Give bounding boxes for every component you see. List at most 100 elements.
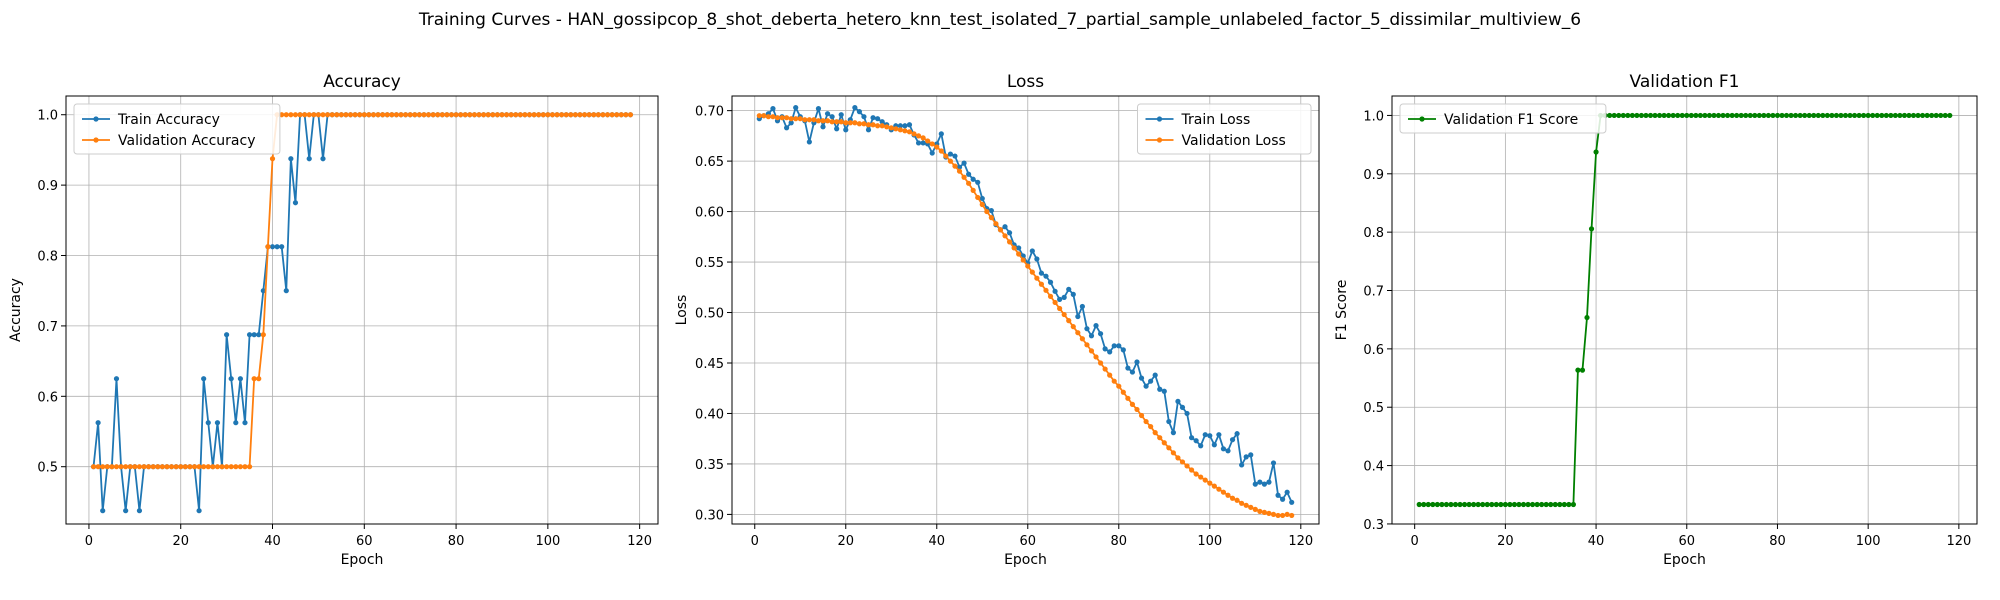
data-point: [1738, 112, 1744, 119]
data-point: [425, 112, 432, 118]
data-point: [338, 112, 344, 118]
x-tick-label: 60: [1020, 534, 1037, 549]
y-tick-label: 0.4: [1363, 460, 1384, 475]
data-point: [1457, 501, 1463, 508]
data-point: [1924, 112, 1930, 119]
data-point: [1102, 366, 1108, 372]
data-point: [879, 119, 885, 125]
x-axis-label: Epoch: [341, 552, 384, 568]
data-point: [829, 119, 835, 125]
data-point: [824, 118, 831, 124]
data-point: [906, 122, 913, 128]
x-tick-label: 0: [751, 534, 759, 549]
data-point: [302, 112, 308, 118]
data-point: [251, 376, 257, 382]
data-point: [540, 112, 546, 118]
data-point: [952, 163, 958, 169]
data-point: [1833, 112, 1840, 119]
data-point: [329, 112, 335, 118]
data-point: [1120, 347, 1126, 353]
data-point: [1075, 313, 1081, 320]
data-point: [1193, 471, 1199, 477]
data-point: [1211, 442, 1217, 448]
x-tick-label: 120: [627, 534, 652, 549]
data-point: [1257, 479, 1263, 485]
data-point: [279, 244, 285, 250]
data-point: [1075, 330, 1081, 336]
legend-item: Train Loss: [1145, 112, 1251, 128]
data-point: [1052, 288, 1058, 294]
legend-swatch-marker: [1156, 137, 1163, 143]
data-point: [109, 464, 115, 470]
y-tick-label: 0.30: [695, 508, 724, 523]
data-point: [961, 160, 967, 166]
data-point: [947, 158, 954, 164]
data-point: [288, 156, 294, 162]
data-point: [196, 508, 202, 514]
data-point: [627, 112, 634, 118]
data-point: [1079, 303, 1085, 310]
legend-label: Train Loss: [1181, 112, 1251, 128]
data-point: [1770, 112, 1776, 119]
data-point: [1947, 112, 1953, 119]
x-tick-label: 0: [85, 534, 93, 549]
data-point: [1006, 230, 1013, 236]
data-point: [1734, 112, 1740, 119]
data-point: [1647, 112, 1654, 119]
data-point: [1025, 263, 1031, 269]
data-point: [1561, 501, 1567, 508]
data-point: [1234, 497, 1240, 503]
data-point: [481, 112, 487, 118]
data-point: [875, 116, 881, 122]
data-point: [1170, 430, 1176, 436]
data-point: [1520, 501, 1527, 508]
data-point: [1774, 112, 1781, 119]
data-point: [168, 464, 175, 470]
data-point: [834, 119, 840, 125]
legend-label: Validation Loss: [1182, 133, 1286, 149]
data-point: [283, 112, 289, 118]
data-point: [136, 464, 143, 470]
legend: Train Accuracy Validation Accuracy: [73, 103, 281, 155]
data-point: [1529, 501, 1536, 508]
data-point: [155, 464, 161, 470]
data-point: [1643, 112, 1649, 119]
data-point: [1047, 279, 1054, 285]
data-point: [1207, 480, 1213, 486]
data-point: [256, 332, 262, 338]
data-point: [237, 376, 243, 382]
figure-title: Training Curves - HAN_gossipcop_8_shot_d…: [418, 10, 1581, 30]
data-point: [774, 115, 781, 121]
data-point: [123, 508, 129, 514]
data-point: [811, 117, 817, 123]
data-point: [1157, 386, 1163, 392]
data-point: [173, 464, 179, 470]
data-point: [1625, 112, 1631, 119]
data-point: [1919, 112, 1926, 119]
data-point: [1720, 112, 1726, 119]
data-point: [146, 464, 152, 470]
data-point: [1616, 112, 1622, 119]
data-point: [1084, 326, 1090, 332]
data-point: [1724, 112, 1731, 119]
data-point: [1225, 492, 1231, 498]
data-point: [975, 194, 981, 201]
x-tick-label: 80: [1111, 534, 1128, 549]
data-point: [430, 112, 436, 118]
data-point: [1143, 383, 1149, 389]
data-point: [237, 464, 243, 470]
data-point: [1838, 112, 1844, 119]
data-point: [1057, 305, 1063, 312]
data-point: [915, 140, 922, 146]
data-point: [398, 112, 404, 118]
data-point: [1129, 369, 1136, 375]
series-validation-f1-score: [1416, 112, 1953, 508]
data-point: [1061, 311, 1067, 318]
y-axis-label: Loss: [674, 295, 690, 326]
data-point: [1756, 112, 1762, 119]
data-point: [1111, 378, 1117, 384]
data-point: [1783, 112, 1790, 119]
data-point: [988, 215, 994, 221]
data-point: [1193, 438, 1199, 444]
data-point: [1443, 501, 1450, 508]
